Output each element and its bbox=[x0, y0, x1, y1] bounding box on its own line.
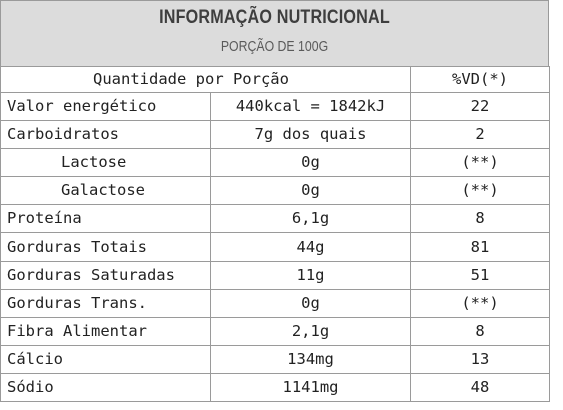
nutrient-amount: 6,1g bbox=[210, 204, 411, 234]
nutrient-amount: 1141mg bbox=[210, 372, 411, 403]
nutrient-name: Sódio bbox=[0, 372, 211, 403]
table-row: Cálcio 134mg 13 bbox=[0, 344, 550, 374]
nutrition-header: INFORMAÇÃO NUTRICIONAL PORÇÃO DE 100G bbox=[0, 0, 549, 66]
table-row: Sódio 1141mg 48 bbox=[0, 372, 550, 403]
nutrient-name: Fibra Alimentar bbox=[0, 316, 211, 346]
nutrient-amount: 0g bbox=[210, 148, 411, 178]
nutrient-daily-value: 2 bbox=[410, 120, 550, 150]
nutrient-amount: 2,1g bbox=[210, 316, 411, 346]
nutrient-daily-value: 81 bbox=[410, 232, 550, 262]
nutrient-name: Cálcio bbox=[0, 344, 211, 374]
nutrient-daily-value: (**) bbox=[410, 176, 550, 206]
nutrient-name: Gorduras Saturadas bbox=[0, 260, 211, 290]
nutrient-daily-value: 8 bbox=[410, 204, 550, 234]
nutrient-daily-value: 48 bbox=[410, 372, 550, 403]
nutrient-amount: 11g bbox=[210, 260, 411, 290]
table-row: Galactose 0g (**) bbox=[0, 176, 550, 206]
nutrient-name: Galactose bbox=[0, 176, 211, 206]
nutrition-table: Quantidade por Porção %VD(*) Valor energ… bbox=[0, 66, 550, 403]
serving-size: PORÇÃO DE 100G bbox=[220, 38, 329, 55]
nutrient-daily-value: (**) bbox=[410, 148, 550, 178]
nutrient-daily-value: 8 bbox=[410, 316, 550, 346]
nutrient-daily-value: 22 bbox=[410, 91, 550, 122]
table-header-row: Quantidade por Porção %VD(*) bbox=[0, 66, 550, 93]
column-header-quantity: Quantidade por Porção bbox=[0, 66, 411, 93]
nutrient-amount: 44g bbox=[210, 232, 411, 262]
table-row: Gorduras Saturadas 11g 51 bbox=[0, 260, 550, 290]
nutrient-amount: 0g bbox=[210, 176, 411, 206]
table-row: Proteína 6,1g 8 bbox=[0, 204, 550, 234]
nutrient-name: Carboidratos bbox=[0, 120, 211, 150]
table-row: Carboidratos 7g dos quais 2 bbox=[0, 120, 550, 150]
nutrient-daily-value: 13 bbox=[410, 344, 550, 374]
nutrient-daily-value: 51 bbox=[410, 260, 550, 290]
table-row: Lactose 0g (**) bbox=[0, 148, 550, 178]
nutrient-name: Lactose bbox=[0, 148, 211, 178]
table-row: Gorduras Totais 44g 81 bbox=[0, 232, 550, 262]
table-row: Gorduras Trans. 0g (**) bbox=[0, 288, 550, 318]
nutrient-name: Proteína bbox=[0, 204, 211, 234]
nutrient-amount: 440kcal = 1842kJ bbox=[210, 91, 411, 122]
nutrient-name: Valor energético bbox=[0, 91, 211, 122]
nutrient-amount: 0g bbox=[210, 288, 411, 318]
nutrient-amount: 7g dos quais bbox=[210, 120, 411, 150]
nutrient-name: Gorduras Totais bbox=[0, 232, 211, 262]
nutrient-name: Gorduras Trans. bbox=[0, 288, 211, 318]
table-row: Valor energético 440kcal = 1842kJ 22 bbox=[0, 91, 550, 122]
panel-title: INFORMAÇÃO NUTRICIONAL bbox=[159, 7, 390, 28]
table-row: Fibra Alimentar 2,1g 8 bbox=[0, 316, 550, 346]
column-header-dv: %VD(*) bbox=[410, 66, 550, 93]
nutrient-amount: 134mg bbox=[210, 344, 411, 374]
nutrient-daily-value: (**) bbox=[410, 288, 550, 318]
